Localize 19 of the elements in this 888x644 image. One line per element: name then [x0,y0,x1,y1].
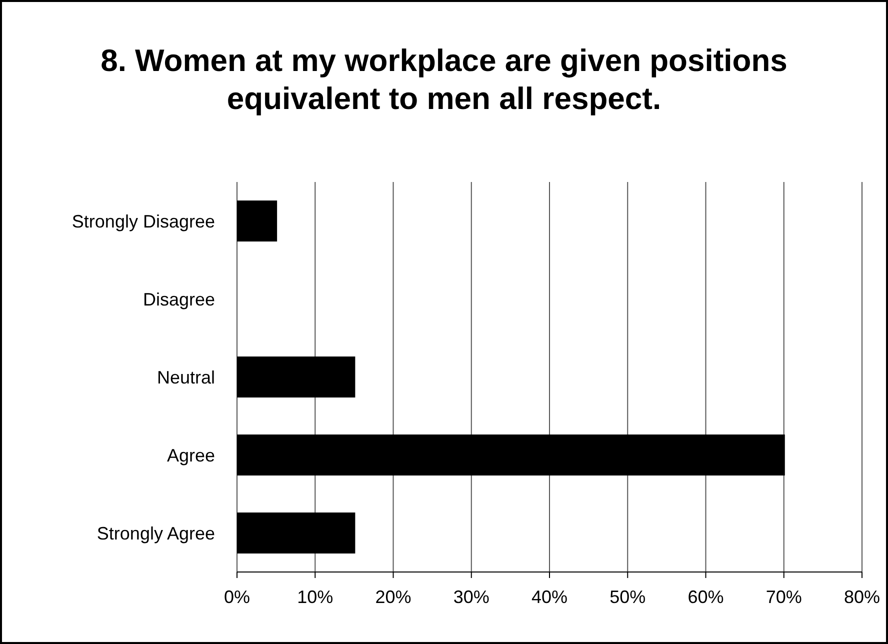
bar [237,434,785,476]
x-tick-label: 30% [453,586,490,607]
y-tick-label: Strongly Agree [96,523,215,544]
bar [237,356,356,398]
x-tick-label: 60% [688,586,724,607]
x-tick-label: 70% [766,586,802,607]
bar [237,200,278,242]
chart-title: 8. Women at my workplace are given positions equivalent to men all respect. [100,42,788,118]
x-tick-label: 50% [610,586,646,607]
y-tick-label: Strongly Disagree [72,211,215,232]
x-tick-label: 40% [531,586,568,607]
y-tick-label: Disagree [142,289,215,310]
x-tick-label: 0% [224,586,250,607]
x-tick-label: 20% [375,586,412,607]
y-tick-label: Agree [166,445,215,466]
y-tick-label: Neutral [156,367,215,388]
x-tick-label: 10% [297,586,334,607]
bar [237,512,356,554]
x-tick-label: 80% [844,586,880,607]
